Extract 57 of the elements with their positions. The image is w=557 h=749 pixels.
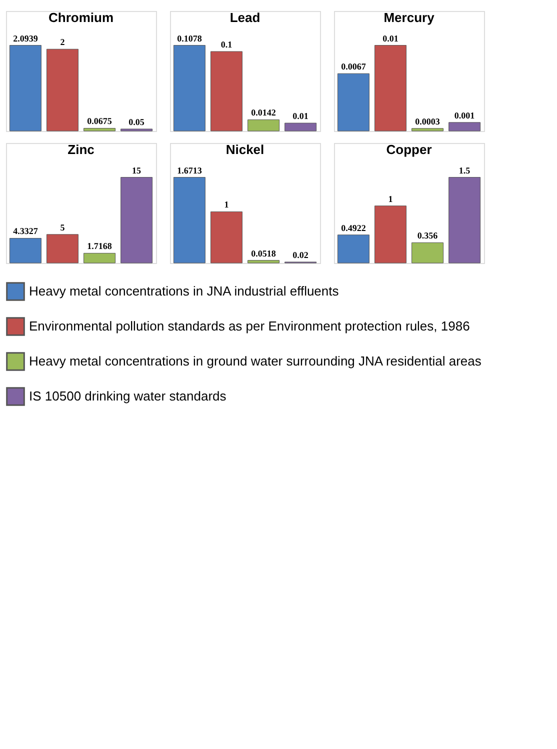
bar (248, 119, 280, 132)
bar (173, 177, 206, 264)
data-label: 1 (224, 200, 230, 210)
data-label: 0.02 (292, 250, 309, 260)
bar (284, 122, 317, 132)
bar (46, 48, 78, 132)
data-label: 0.356 (417, 230, 438, 241)
data-label: 15 (132, 165, 142, 176)
bar (412, 128, 444, 132)
legend-label: Heavy metal concentrations in ground water surrounding JNA residential areas (29, 354, 482, 368)
bar (412, 242, 444, 264)
bar (120, 128, 153, 132)
chart-title: Mercury (384, 10, 436, 25)
bar (120, 177, 153, 264)
data-label: 4.3327 (13, 226, 38, 236)
data-label: 1.6713 (177, 165, 202, 176)
data-label: 0.1078 (177, 33, 202, 44)
bar (210, 211, 242, 264)
data-label: 0.0142 (251, 108, 276, 118)
data-label: 2.0939 (13, 33, 38, 44)
bar (84, 252, 116, 264)
legend-label: Environmental pollution standards as per Environment protection rules, 1986 (29, 318, 470, 334)
data-label: 0.0675 (87, 116, 112, 126)
data-label: 0.0003 (415, 116, 440, 126)
data-label: 0.0067 (341, 62, 366, 72)
bar (9, 238, 42, 264)
bar (173, 45, 206, 132)
bar (46, 234, 78, 264)
data-label: 1.7168 (87, 241, 112, 252)
data-label: 0.05 (128, 116, 145, 127)
data-label: 2 (60, 37, 66, 48)
bar (337, 73, 370, 132)
data-label: 1 (388, 194, 394, 204)
bar (9, 45, 42, 132)
bar (84, 128, 116, 132)
data-label: 0.001 (454, 110, 476, 120)
bar (374, 206, 406, 264)
bar (448, 177, 481, 264)
chart-title: Chromium (48, 10, 114, 25)
chart-title: Copper (386, 142, 432, 157)
bar (337, 234, 370, 264)
chart-title: Lead (230, 10, 260, 25)
legend-label: Heavy metal concentrations in JNA industrial effluents (29, 284, 340, 298)
bar (448, 122, 481, 132)
data-label: 0.01 (382, 33, 399, 44)
chart-title: Nickel (226, 142, 264, 157)
data-label: 1.5 (458, 165, 471, 176)
data-label: 0.4922 (341, 222, 366, 233)
chart-title: Zinc (68, 142, 94, 157)
legend-label: IS 10500 drinking water standards (29, 388, 227, 404)
data-label: 0.0518 (251, 248, 276, 258)
data-label: 0.1 (220, 39, 233, 50)
bar (374, 45, 406, 132)
bar (248, 260, 280, 264)
data-label: 5 (60, 222, 66, 232)
bar (210, 51, 242, 132)
data-label: 0.01 (292, 111, 309, 122)
